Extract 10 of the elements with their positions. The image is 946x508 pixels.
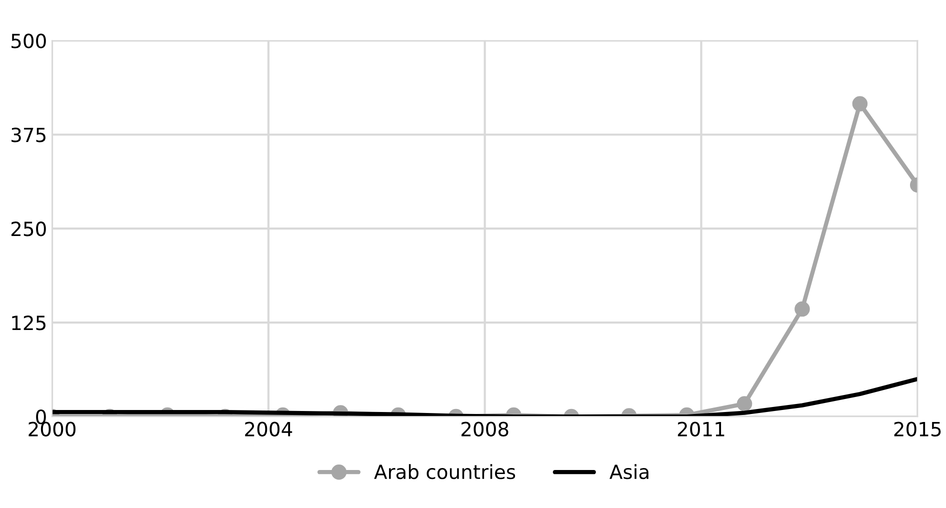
x-tick-label: 2004 [245, 422, 292, 436]
x-tick-label: 2008 [462, 422, 508, 436]
x-tick-label: 2011 [678, 422, 724, 436]
x-tick-label: 2015 [894, 422, 941, 436]
legend-label: Arab countries [374, 464, 516, 480]
y-tick-label: 250 [11, 222, 46, 236]
y-tick-label: 125 [12, 316, 46, 330]
y-tick-label: 500 [12, 34, 46, 48]
legend-label: Asia [610, 464, 648, 480]
y-tick-label: 375 [12, 128, 46, 142]
